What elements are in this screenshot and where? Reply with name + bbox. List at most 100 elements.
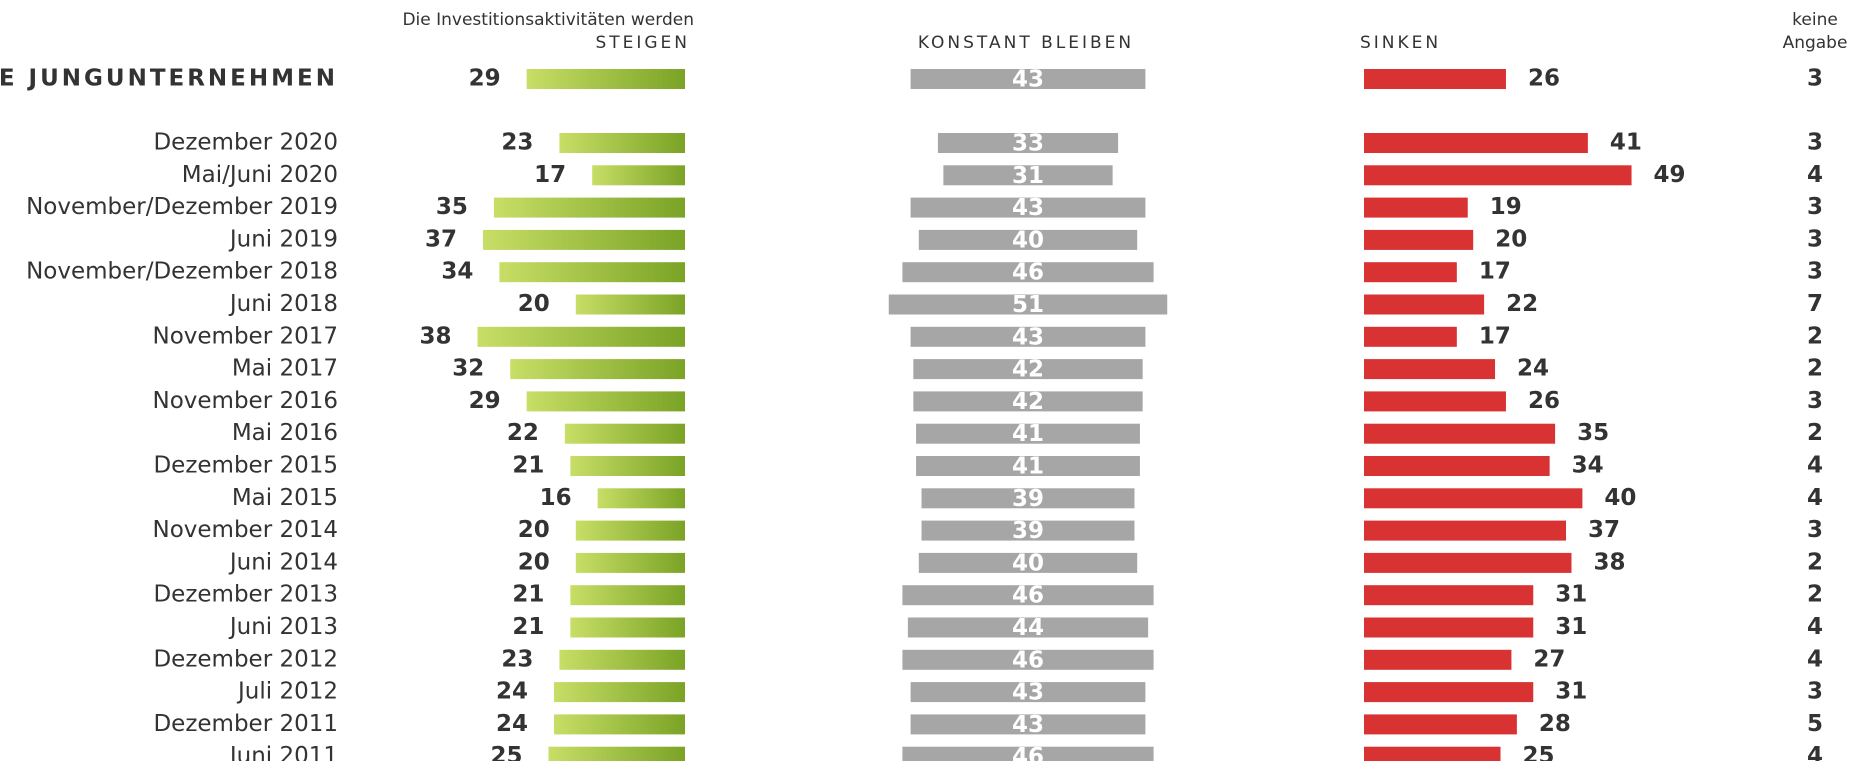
bar-increase (559, 649, 685, 670)
value-label: 49 (1654, 162, 1686, 188)
value-label: 46 (1012, 744, 1044, 761)
bar-constant (921, 520, 1135, 541)
bar-decrease (1364, 133, 1588, 153)
value-label: 2 (1807, 356, 1823, 382)
value-label: 4 (1807, 162, 1823, 188)
row-label: Dezember 2013 (153, 582, 338, 608)
bar-increase (575, 552, 685, 573)
bar-constant (902, 262, 1154, 283)
value-label: 3 (1807, 226, 1823, 252)
bar-decrease (1364, 197, 1468, 218)
value-label: 35 (1577, 420, 1609, 446)
column-header: SINKEN (1360, 33, 1441, 53)
bar-constant (910, 69, 1146, 89)
value-label: 41 (1012, 454, 1044, 480)
value-label: 17 (1479, 259, 1511, 285)
value-label: 3 (1807, 66, 1823, 92)
value-label: 2 (1807, 323, 1823, 349)
value-label: 31 (1555, 679, 1587, 705)
value-label: 20 (518, 517, 550, 543)
value-label: 37 (425, 226, 457, 252)
bar-increase (575, 520, 685, 541)
row-label: November 2017 (153, 323, 339, 349)
bar-decrease (1364, 488, 1583, 509)
row-label: Mai 2016 (232, 420, 338, 446)
bar-constant (943, 165, 1113, 186)
value-label: 26 (1528, 388, 1560, 414)
value-label: 21 (512, 453, 544, 479)
value-label: 40 (1012, 227, 1044, 253)
value-label: 24 (496, 679, 528, 705)
row-label: Mai 2015 (232, 485, 338, 511)
value-label: 28 (1539, 711, 1571, 737)
bar-increase (526, 391, 685, 412)
value-label: 4 (1807, 453, 1823, 479)
bar-decrease (1364, 229, 1474, 250)
bar-decrease (1364, 714, 1517, 735)
bar-decrease (1364, 423, 1556, 444)
bar-constant (910, 682, 1146, 703)
bar-decrease (1364, 520, 1567, 541)
bar-constant (910, 326, 1146, 347)
value-label: 38 (420, 323, 452, 349)
bar-decrease (1364, 359, 1496, 380)
value-label: 40 (1012, 550, 1044, 576)
value-label: 44 (1012, 615, 1044, 641)
value-label: 51 (1012, 292, 1044, 318)
bar-decrease (1364, 682, 1534, 703)
value-label: 34 (441, 259, 473, 285)
value-label: 26 (1528, 66, 1560, 92)
row-label: Mai 2017 (232, 356, 338, 382)
value-label: 40 (1604, 485, 1636, 511)
value-label: 22 (507, 420, 539, 446)
bar-increase (553, 714, 685, 735)
row-label: Dezember 2020 (153, 130, 338, 156)
column-header: STEIGEN (595, 33, 690, 53)
row-label: November/Dezember 2018 (26, 259, 338, 285)
value-label: 2 (1807, 549, 1823, 575)
value-label: 46 (1012, 260, 1044, 286)
value-label: 46 (1012, 583, 1044, 609)
bar-increase (548, 746, 685, 761)
value-label: 3 (1807, 388, 1823, 414)
bar-constant (907, 617, 1149, 638)
bar-increase (477, 326, 685, 347)
value-label: 42 (1012, 389, 1044, 415)
value-label: 37 (1588, 517, 1620, 543)
value-label: 2 (1807, 582, 1823, 608)
bar-constant (921, 488, 1135, 509)
bar-increase (493, 197, 685, 218)
subtitle: Die Investitionsaktivitäten werden (402, 10, 694, 30)
value-label: 23 (501, 646, 533, 672)
row-label: Dezember 2011 (153, 711, 338, 737)
bar-increase (597, 488, 685, 509)
bar-increase (526, 69, 685, 89)
bar-decrease (1364, 391, 1506, 412)
value-label: 20 (518, 549, 550, 575)
value-label: 4 (1807, 743, 1823, 761)
value-label: 3 (1807, 130, 1823, 156)
value-label: 3 (1807, 679, 1823, 705)
bar-constant (913, 391, 1143, 412)
bar-decrease (1364, 617, 1534, 638)
value-label: 39 (1012, 486, 1044, 512)
row-label: Mai/Juni 2020 (182, 162, 338, 188)
value-label: 42 (1012, 357, 1044, 383)
value-label: 43 (1012, 195, 1044, 221)
bar-increase (570, 585, 685, 606)
bar-constant (888, 294, 1168, 315)
row-label: Juni 2013 (228, 614, 338, 640)
value-label: 23 (501, 130, 533, 156)
value-label: 4 (1807, 614, 1823, 640)
value-label: 4 (1807, 485, 1823, 511)
value-label: 43 (1012, 712, 1044, 738)
bar-decrease (1364, 294, 1485, 315)
value-label: 24 (1517, 356, 1549, 382)
bar-increase (559, 133, 685, 153)
bar-decrease (1364, 746, 1501, 761)
column-header: Angabe (1783, 33, 1848, 53)
row-label: Dezember 2015 (153, 453, 338, 479)
value-label: 21 (512, 582, 544, 608)
value-label: 39 (1012, 518, 1044, 544)
